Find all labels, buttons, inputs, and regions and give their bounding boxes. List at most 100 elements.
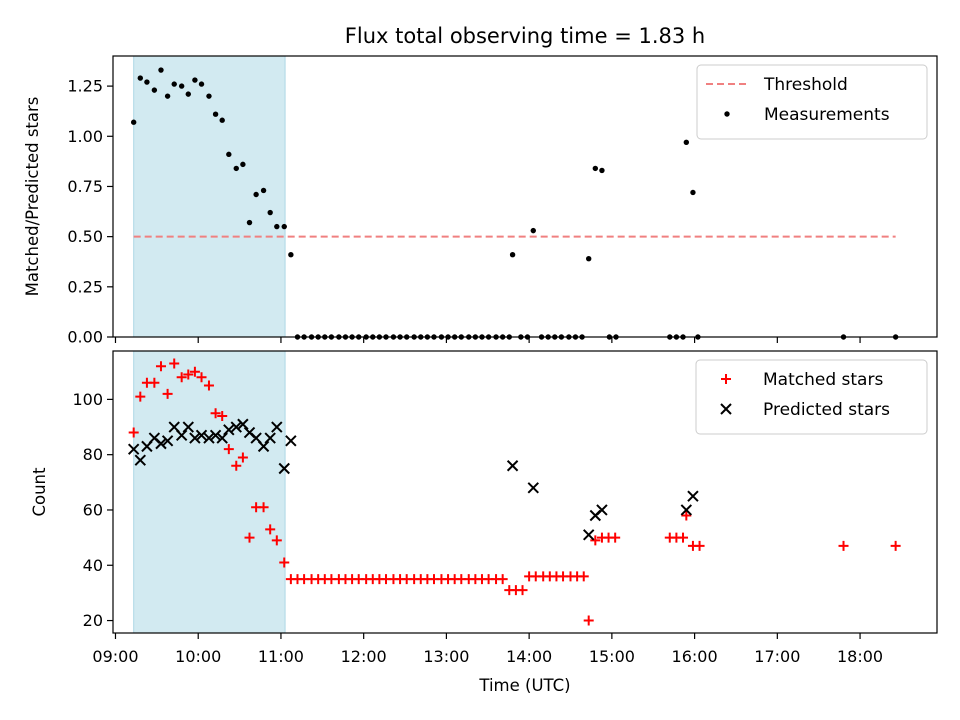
- data-point: [678, 532, 689, 543]
- data-point: [260, 187, 267, 194]
- data-point: [527, 482, 539, 494]
- data-point: [210, 408, 221, 419]
- legend-label: Measurements: [764, 105, 890, 125]
- chart-title: Flux total observing time = 1.83 h: [345, 24, 705, 48]
- data-point: [285, 435, 297, 447]
- x-tick-label: 09:00: [92, 647, 138, 666]
- data-point: [610, 532, 621, 543]
- x-tick-label: 15:00: [589, 647, 635, 666]
- y-tick-label: 0.25: [67, 277, 103, 296]
- data-point: [185, 91, 191, 97]
- data-point: [189, 432, 201, 444]
- legend-label: Matched stars: [763, 370, 883, 390]
- data-point: [212, 111, 219, 117]
- data-point: [586, 256, 592, 262]
- y-tick-label: 1.00: [67, 127, 103, 146]
- data-point: [128, 427, 139, 438]
- y-tick-label: 60: [83, 500, 103, 519]
- data-point: [509, 252, 516, 258]
- series-matched-stars: [128, 358, 901, 626]
- data-point: [246, 219, 253, 226]
- data-point: [278, 462, 290, 475]
- y-tick-label: 20: [83, 611, 103, 630]
- legend-box: [695, 359, 928, 435]
- observing-window-shade: [133, 350, 286, 634]
- legend-label: Predicted stars: [763, 400, 890, 420]
- data-point: [203, 432, 215, 444]
- y-tick-label: 1.25: [67, 77, 103, 96]
- data-point: [223, 424, 235, 436]
- data-point: [162, 388, 173, 399]
- y-tick-label: 0.50: [67, 227, 103, 246]
- data-point: [151, 87, 158, 93]
- data-point: [596, 504, 608, 516]
- data-point: [599, 167, 605, 174]
- data-point: [189, 366, 200, 377]
- data-point: [271, 535, 282, 546]
- data-point: [281, 223, 287, 230]
- x-tick-label: 11:00: [258, 647, 304, 666]
- data-point: [198, 81, 205, 87]
- data-point: [690, 189, 696, 196]
- data-point: [237, 418, 249, 430]
- legend-plus-swatch: [721, 374, 731, 384]
- data-point: [517, 585, 528, 596]
- y-tick-label: 40: [83, 556, 103, 575]
- data-point: [279, 557, 290, 568]
- legend-dot-swatch: [724, 111, 730, 117]
- x-tick-label: 16:00: [672, 647, 718, 666]
- bottom-panel: 20 40 60 80 100 09:00 10:00 11:00 12:00 13:00 14:0…: [30, 350, 938, 666]
- data-point: [497, 574, 508, 585]
- y-tick-label: 0.75: [67, 177, 103, 196]
- data-point: [244, 532, 255, 543]
- data-point: [182, 421, 194, 433]
- data-point: [217, 410, 228, 421]
- data-point: [155, 361, 166, 372]
- data-point: [175, 429, 188, 442]
- data-point: [271, 421, 283, 433]
- data-point: [687, 490, 699, 502]
- data-point: [134, 454, 147, 466]
- data-point: [683, 139, 690, 146]
- observing-window-shade: [133, 55, 286, 338]
- legend-label: Threshold: [763, 75, 848, 95]
- x-tick-label: 17:00: [754, 647, 800, 666]
- legend-box: [696, 64, 928, 140]
- data-point: [237, 452, 248, 463]
- data-point: [206, 93, 212, 99]
- data-point: [578, 571, 589, 582]
- data-point: [192, 77, 198, 83]
- data-point: [155, 437, 167, 450]
- data-point: [137, 75, 144, 81]
- data-point: [592, 165, 599, 172]
- data-point: [183, 369, 194, 380]
- data-point: [253, 191, 259, 198]
- data-point: [890, 540, 901, 551]
- data-point: [219, 117, 225, 123]
- data-point: [267, 209, 273, 216]
- data-point: [144, 79, 150, 85]
- data-point: [258, 502, 269, 513]
- data-point: [257, 440, 270, 453]
- data-point: [130, 119, 137, 125]
- axes-frame: [112, 350, 938, 634]
- x-tick-label: 14:00: [506, 647, 552, 666]
- data-point: [158, 67, 164, 73]
- x-tick-label: 13:00: [423, 647, 469, 666]
- x-axis-label: Time (UTC): [478, 676, 570, 695]
- data-point: [216, 432, 228, 444]
- data-point: [233, 165, 239, 172]
- axes-frame: [112, 55, 938, 338]
- y-tick-label: 80: [83, 445, 103, 464]
- data-point: [274, 223, 280, 230]
- x-tick-label: 18:00: [837, 647, 883, 666]
- series-predicted-stars: [127, 418, 699, 541]
- data-point: [582, 529, 595, 541]
- data-point: [590, 535, 601, 546]
- legend: Matched stars Predicted stars: [695, 359, 928, 435]
- data-point: [226, 151, 232, 158]
- data-point: [265, 524, 276, 535]
- data-point: [288, 252, 294, 258]
- top-panel: 0.00 0.25 0.50 0.75 1.00 1.25 Matched/Predicte…: [23, 55, 938, 347]
